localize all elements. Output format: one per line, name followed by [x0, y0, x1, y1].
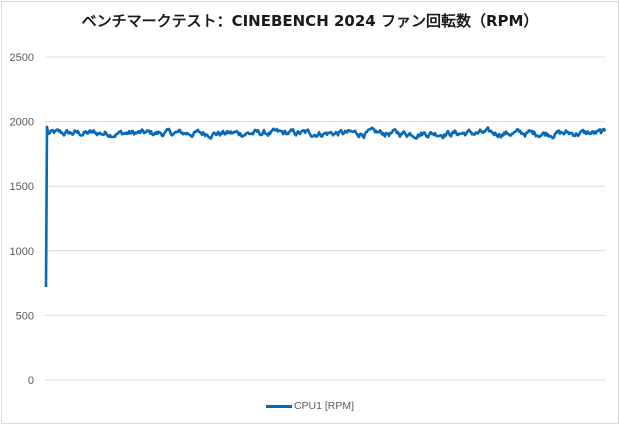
y-tick-label: 500 — [16, 310, 34, 322]
legend-label: CPU1 [RPM] — [293, 400, 355, 413]
y-tick-label: 1000 — [10, 246, 34, 258]
y-tick-label: 1500 — [10, 181, 34, 193]
legend-line-swatch — [265, 404, 292, 408]
y-tick-label: 0 — [28, 375, 34, 387]
y-tick-label: 2000 — [10, 117, 34, 129]
legend: CPU1 [RPM] — [0, 400, 620, 412]
y-tick-label: 2500 — [10, 52, 34, 64]
chart-title: ベンチマークテスト：CINEBENCH 2024 ファン回転数（RPM） — [81, 12, 539, 30]
series-line-cpu1 — [44, 125, 607, 288]
